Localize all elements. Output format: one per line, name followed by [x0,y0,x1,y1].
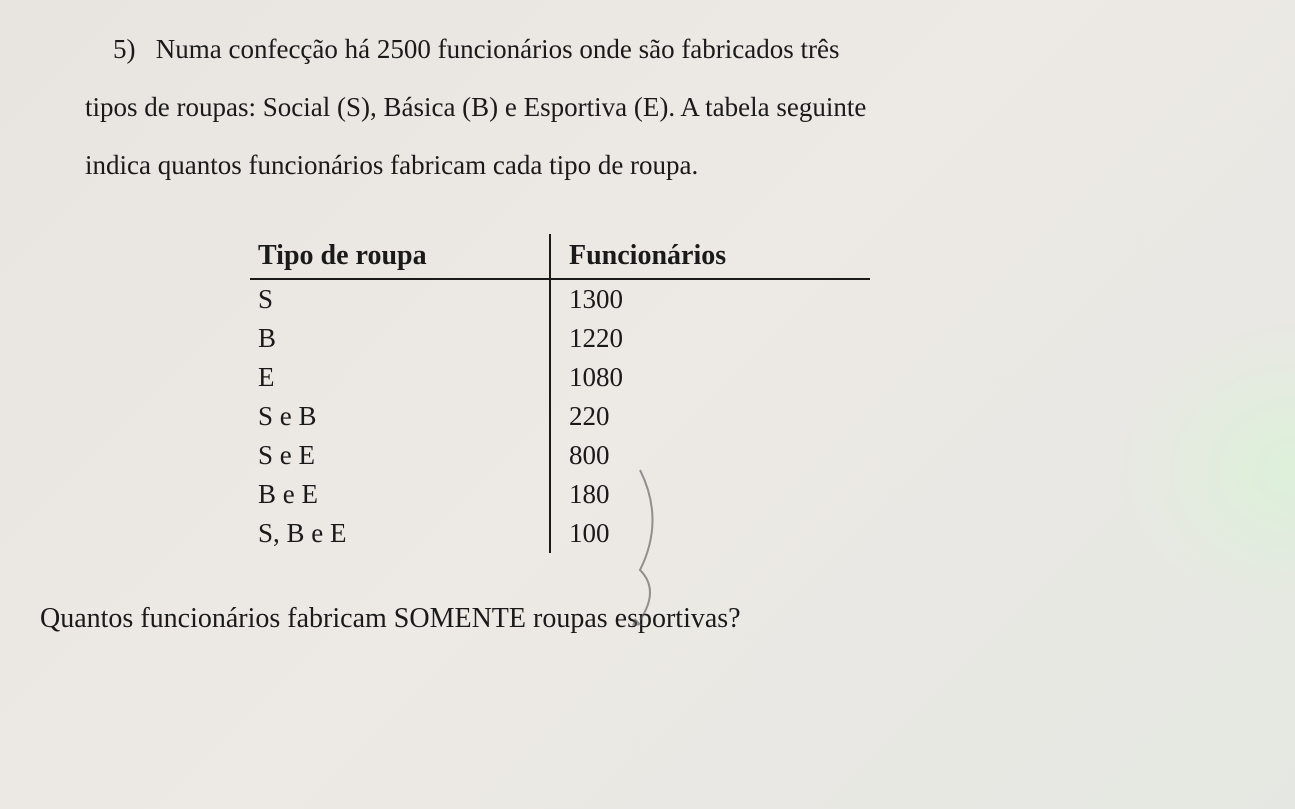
cell-type: B e E [250,475,550,514]
table-row: B 1220 [250,319,870,358]
cell-count: 180 [550,475,870,514]
cell-type: S e E [250,436,550,475]
table-row: B e E 180 [250,475,870,514]
data-table-wrapper: Tipo de roupa Funcionários S 1300 B 1220… [250,234,1235,553]
question-line-2: tipos de roupas: Social (S), Básica (B) … [85,78,1235,136]
cell-type: S e B [250,397,550,436]
question-prompt: 5) Numa confecção há 2500 funcionários o… [85,20,1235,194]
cell-type: B [250,319,550,358]
cell-count: 1080 [550,358,870,397]
table-header-row: Tipo de roupa Funcionários [250,234,870,279]
cell-count: 1220 [550,319,870,358]
question-line-3: indica quantos funcionários fabricam cad… [85,136,1235,194]
cell-count: 100 [550,514,870,553]
header-type: Tipo de roupa [250,234,550,279]
question-text-1: Numa confecção há 2500 funcionários onde… [156,34,840,64]
table-row: S 1300 [250,279,870,319]
cell-type: S, B e E [250,514,550,553]
cell-count: 220 [550,397,870,436]
question-line-1: 5) Numa confecção há 2500 funcionários o… [85,20,1235,78]
cell-type: S [250,279,550,319]
table-row: E 1080 [250,358,870,397]
cell-count: 800 [550,436,870,475]
clothing-employees-table: Tipo de roupa Funcionários S 1300 B 1220… [250,234,870,553]
question-number: 5) [113,34,136,64]
table-row: S e B 220 [250,397,870,436]
table-row: S e E 800 [250,436,870,475]
cell-count: 1300 [550,279,870,319]
cell-type: E [250,358,550,397]
table-row: S, B e E 100 [250,514,870,553]
final-question: Quantos funcionários fabricam SOMENTE ro… [40,603,1235,635]
header-count: Funcionários [550,234,870,279]
